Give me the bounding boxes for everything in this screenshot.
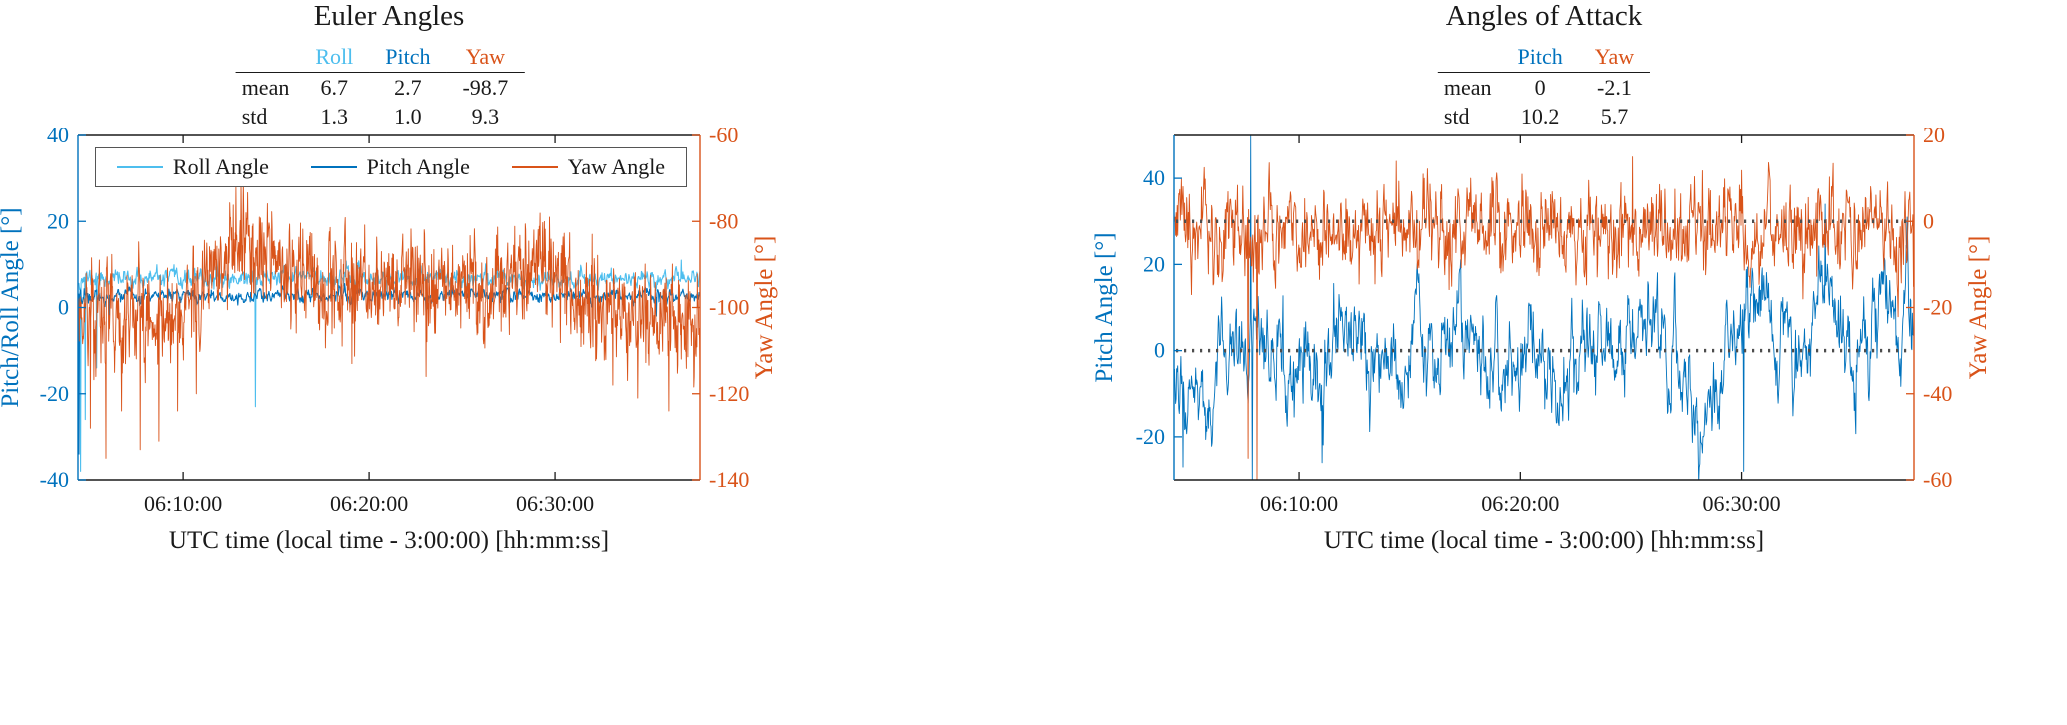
pitch-angle-legend-item: Pitch Angle [310,154,470,180]
euler-chart-title: Euler Angles [313,0,465,32]
pitch-mean-value: 2.7 [394,74,422,100]
left-y-tick-label: 40 [47,128,69,147]
right-y-axis-label: Yaw Angle [°] [751,236,778,380]
yaw-angle-series [78,179,700,459]
legend-label: Yaw Angle [567,154,666,179]
right-y-tick-label: -60 [709,128,738,147]
euler-angles-chart: 06:10:00 06:20:00 06:30:00 -40 -20 0 20 40 -140 -… [0,128,778,554]
aoa-chart-title: Angles of Attack [1445,0,1643,32]
yaw-mean-value: -98.7 [462,74,509,100]
yaw-column-header: Yaw [465,44,506,69]
row-label: std [241,104,268,129]
left-y-tick-label: 0 [58,295,69,320]
euler-table-header-row: Roll Pitch Yaw [235,42,525,72]
right-y-tick-label: -80 [709,208,738,233]
euler-mean-row: mean 6.7 2.7 -98.7 [236,72,525,102]
aoa-std-row: std 10.2 5.7 [1438,102,1650,132]
right-y-tick-label: -140 [709,467,749,492]
left-y-tick-label: -20 [1136,424,1165,449]
right-y-tick-label: -20 [1923,295,1952,320]
aoa-mean-row: mean 0 -2.1 [1438,72,1650,102]
row-label: std [1443,104,1470,129]
x-tick-label: 06:30:00 [516,491,594,516]
aoa-table-header-row: Pitch Yaw [1437,42,1651,72]
series-group [1174,135,1914,480]
x-axis-label: UTC time (local time - 3:00:00) [hh:mm:s… [169,527,609,554]
roll-column-header: Roll [315,44,354,69]
pitch-mean-value: 0 [1534,74,1546,100]
empty-header-cell [1438,42,1502,72]
x-tick-label: 06:30:00 [1702,491,1780,516]
euler-angles-panel: Euler Angles Roll Pitch Yaw mean 6.7 2.7… [0,0,778,554]
pitch-column-header: Pitch [385,44,431,69]
euler-legend: Roll Angle Pitch Angle Yaw Angle [95,147,687,187]
euler-std-row: std 1.3 1.0 9.3 [236,102,525,132]
yaw-std-value: 9.3 [471,104,500,129]
left-y-axis-label: Pitch Angle [°] [1091,232,1118,382]
angles-of-attack-panel: Angles of Attack Pitch Yaw mean 0 -2.1 s… [1034,0,2067,725]
row-label: mean [241,74,290,100]
legend-line-sample [511,166,558,168]
row-label: mean [1443,74,1492,100]
left-y-tick-label: 20 [47,208,69,233]
right-y-tick-label: -40 [1923,381,1952,406]
right-y-axis-label: Yaw Angle [°] [1965,236,1992,380]
yaw-std-value: 5.7 [1600,104,1629,129]
yaw-angle-legend-item: Yaw Angle [511,154,666,180]
x-tick-label: 06:10:00 [1260,491,1338,516]
yaw-column-header: Yaw [1594,44,1635,69]
angles-of-attack-chart: 06:10:00 06:20:00 06:30:00 -20 0 20 40 -60 -40 -2… [1091,128,1992,554]
legend-label: Roll Angle [172,154,269,179]
yaw-mean-value: -2.1 [1597,74,1632,100]
euler-stats-table: Roll Pitch Yaw mean 6.7 2.7 -98.7 std 1.… [235,42,525,132]
roll-std-value: 1.3 [320,104,349,129]
right-y-tick-label: 0 [1923,208,1934,233]
right-y-tick-label: -100 [709,295,749,320]
roll-mean-value: 6.7 [320,74,349,100]
x-axis-label: UTC time (local time - 3:00:00) [hh:mm:s… [1324,527,1764,554]
pitch-series [1174,135,1914,480]
empty-header-cell [236,42,300,72]
left-y-axis-label: Pitch/Roll Angle [°] [0,207,24,407]
pitch-std-value: 10.2 [1520,104,1560,129]
x-tick-label: 06:20:00 [1481,491,1559,516]
left-y-tick-label: -40 [40,467,69,492]
legend-line-sample [116,166,163,168]
right-y-tick-label: -60 [1923,467,1952,492]
x-tick-label: 06:20:00 [330,491,408,516]
pitch-std-value: 1.0 [394,104,422,129]
left-y-tick-label: 40 [1143,165,1165,190]
x-tick-label: 06:10:00 [144,491,222,516]
pitch-angle-series [78,282,700,455]
legend-label: Pitch Angle [366,154,470,179]
legend-line-sample [310,166,357,168]
left-y-tick-label: 0 [1154,338,1165,363]
aoa-stats-table: Pitch Yaw mean 0 -2.1 std 10.2 5.7 [1437,42,1651,132]
right-y-tick-label: 20 [1923,128,1945,147]
yaw-series [1174,156,1914,480]
left-y-tick-label: 20 [1143,251,1165,276]
series-group [78,179,700,472]
pitch-column-header: Pitch [1517,44,1563,69]
left-y-tick-label: -20 [40,381,69,406]
roll-angle-legend-item: Roll Angle [116,154,269,180]
right-y-tick-label: -120 [709,381,749,406]
